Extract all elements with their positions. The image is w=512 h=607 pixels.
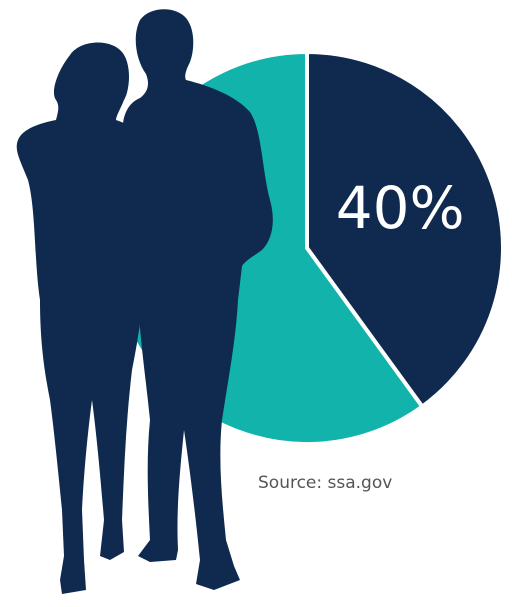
slice-labels: 40% [336,174,465,242]
slice-label: 40% [336,174,465,242]
source-note: Source: ssa.gov [258,473,392,493]
man-silhouette [122,9,273,591]
woman-silhouette [16,42,145,594]
silhouettes [16,9,273,594]
pie-slice [305,50,505,409]
